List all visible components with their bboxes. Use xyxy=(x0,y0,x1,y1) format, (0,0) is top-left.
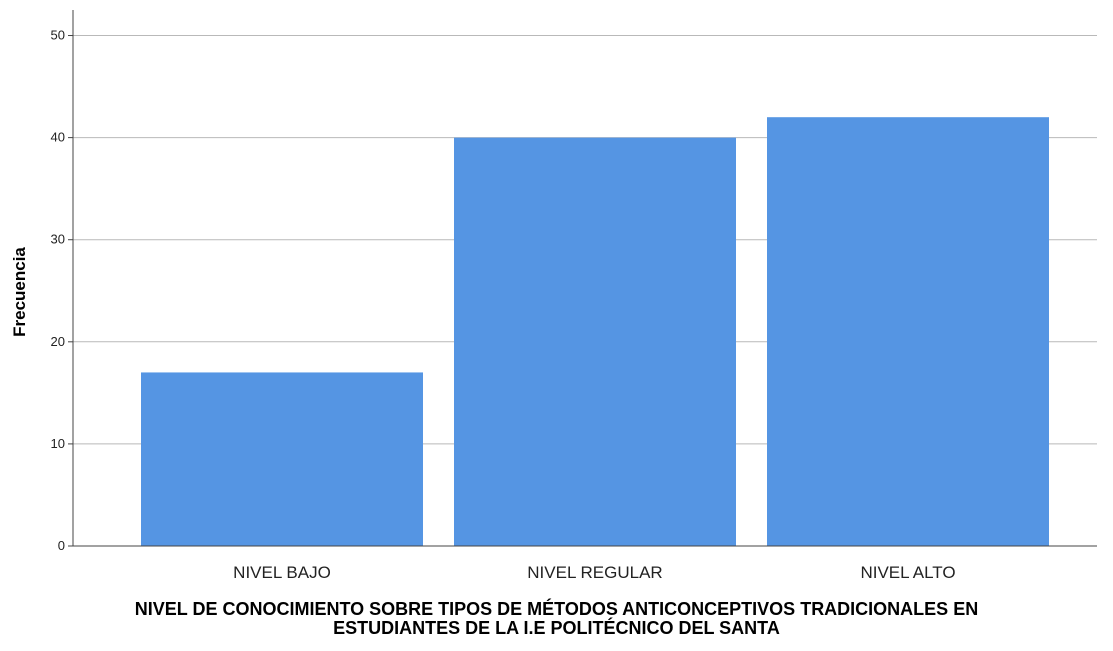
x-category-label: NIVEL REGULAR xyxy=(527,563,662,582)
y-tick-label: 0 xyxy=(58,538,65,553)
y-tick-label: 30 xyxy=(51,232,65,247)
y-tick-label: 20 xyxy=(51,334,65,349)
bar xyxy=(767,117,1049,546)
bar xyxy=(141,372,423,546)
x-category-label: NIVEL BAJO xyxy=(233,563,331,582)
x-axis-title-line-2: ESTUDIANTES DE LA I.E POLITÉCNICO DEL SA… xyxy=(333,618,780,638)
axes xyxy=(72,10,1097,547)
x-category-label: NIVEL ALTO xyxy=(860,563,955,582)
y-tick-label: 10 xyxy=(51,436,65,451)
bars xyxy=(141,117,1049,546)
y-tick-labels: 0 10 20 30 40 50 xyxy=(51,28,73,553)
y-axis-title: Frecuencia xyxy=(10,247,29,337)
bar xyxy=(454,137,736,546)
y-tick-label: 50 xyxy=(51,28,65,43)
x-axis-title: NIVEL DE CONOCIMIENTO SOBRE TIPOS DE MÉT… xyxy=(0,600,1113,638)
y-tick-label: 40 xyxy=(51,130,65,145)
x-axis-title-line-1: NIVEL DE CONOCIMIENTO SOBRE TIPOS DE MÉT… xyxy=(134,599,979,619)
x-category-labels: NIVEL BAJO NIVEL REGULAR NIVEL ALTO xyxy=(233,563,955,582)
